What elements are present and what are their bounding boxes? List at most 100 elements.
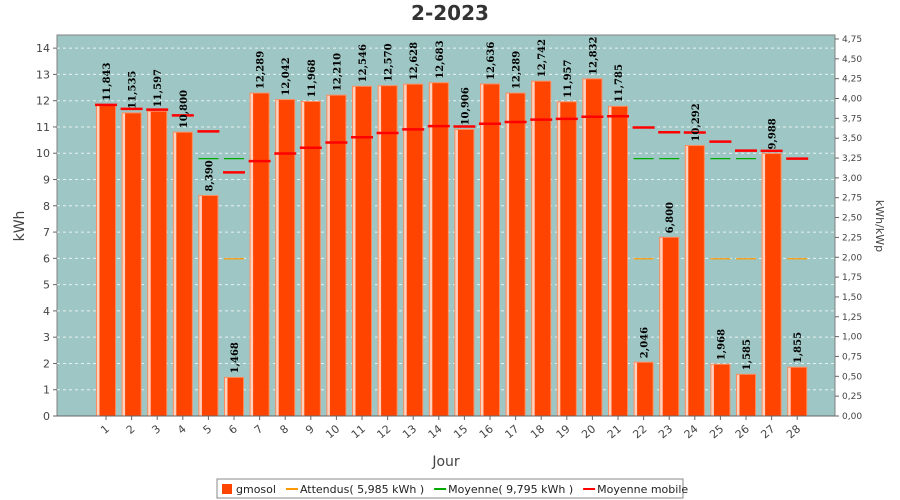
- bar: [96, 104, 116, 416]
- bar: [198, 195, 218, 416]
- y-tick-label: 2: [43, 357, 50, 370]
- x-axis: 1 2 3 4 5 6 7 8 9 10 11 12 13 14 15 16 17 18 19 20 21 22 23 24 2…: [57, 415, 835, 441]
- y2-tick-label: 4,50: [842, 55, 862, 65]
- y2-tick-label: 0,00: [842, 412, 862, 422]
- data-label: 6,800: [665, 202, 676, 233]
- bar-highlight: [198, 195, 202, 416]
- bar: [301, 101, 321, 416]
- x-tick-label: 23: [656, 422, 675, 441]
- legend-swatch: [222, 484, 232, 494]
- x-tick-label: 12: [374, 422, 393, 441]
- y2-tick-label: 3,50: [842, 134, 862, 144]
- data-label: 2,046: [640, 327, 651, 358]
- x-tick-label: 11: [349, 422, 368, 441]
- x-tick-label: 25: [707, 422, 726, 441]
- y-tick-label: 13: [36, 68, 50, 81]
- y-tick-label: 4: [43, 305, 50, 318]
- bar: [787, 367, 807, 416]
- bar: [224, 377, 244, 416]
- y2-tick-label: 3,00: [842, 174, 862, 184]
- x-tick-label: 6: [226, 422, 240, 436]
- y2-tick-label: 4,00: [842, 95, 862, 105]
- x-axis-title: Jour: [431, 454, 460, 470]
- y2-tick-label: 1,75: [842, 273, 862, 283]
- y2-tick-label: 0,50: [842, 372, 862, 382]
- x-tick-label: 3: [149, 422, 163, 436]
- data-label: 8,390: [204, 160, 215, 191]
- bar-highlight: [122, 112, 126, 416]
- bar-highlight: [710, 364, 714, 416]
- x-tick-label: 14: [426, 422, 445, 441]
- y-axis-title: kWh: [12, 211, 28, 242]
- bar-highlight: [608, 106, 612, 417]
- bar-highlight: [659, 237, 663, 416]
- bar-highlight: [224, 377, 228, 416]
- bar-highlight: [557, 101, 561, 416]
- x-tick-label: 10: [323, 422, 342, 441]
- data-label: 10,292: [691, 103, 702, 141]
- bar: [685, 145, 705, 416]
- x-tick-label: 28: [784, 422, 803, 441]
- bar-highlight: [506, 93, 510, 416]
- grid-lines: [57, 47, 835, 391]
- bar-highlight: [685, 145, 689, 416]
- bar: [762, 153, 782, 416]
- bar: [582, 78, 602, 417]
- legend-entry-label: Moyenne mobile: [597, 483, 688, 496]
- x-tick-label: 26: [733, 422, 752, 441]
- bar-highlight: [96, 104, 100, 416]
- bar: [480, 83, 500, 416]
- x-tick-label: 19: [554, 422, 573, 441]
- chart-title: 2-2023: [411, 1, 489, 25]
- data-label: 1,468: [230, 342, 241, 373]
- bar: [429, 82, 449, 417]
- data-label: 12,042: [281, 57, 292, 95]
- y-tick-label: 9: [43, 174, 50, 187]
- data-label: 12,683: [435, 40, 446, 78]
- bar: [275, 99, 295, 417]
- bar-highlight: [480, 83, 484, 416]
- data-label: 12,832: [588, 37, 599, 75]
- y2-tick-label: 1,50: [842, 293, 862, 303]
- data-label: 1,855: [793, 332, 804, 363]
- bar: [710, 364, 730, 416]
- x-tick-label: 18: [528, 422, 547, 441]
- x-tick-label: 9: [303, 422, 317, 436]
- bar-highlight: [454, 129, 458, 416]
- y2-tick-label: 2,50: [842, 214, 862, 224]
- bar: [378, 85, 398, 417]
- x-tick-label: 2: [124, 422, 138, 436]
- bar-highlight: [531, 81, 535, 416]
- y2-tick-label: 2,75: [842, 194, 862, 204]
- bar: [659, 237, 679, 416]
- bar: [736, 374, 756, 416]
- bar-highlight: [634, 362, 638, 416]
- bar-highlight: [147, 111, 151, 417]
- data-label: 11,535: [128, 71, 139, 109]
- data-label: 11,968: [307, 59, 318, 97]
- y2-axis-title: kWh/kWp: [873, 200, 886, 252]
- y-tick-label: 3: [43, 331, 50, 344]
- bar-highlight: [352, 86, 356, 417]
- bar-highlight: [582, 78, 586, 417]
- bar-highlight: [736, 374, 740, 416]
- legend-box: [216, 478, 684, 499]
- data-label: 10,906: [460, 87, 471, 125]
- y2-tick-label: 2,00: [842, 253, 862, 263]
- bar: [506, 93, 526, 416]
- data-label: 10,800: [179, 90, 190, 128]
- bar: [454, 129, 474, 416]
- data-label: 1,968: [716, 329, 727, 360]
- y-tick-label: 11: [36, 121, 50, 134]
- data-label: 11,785: [614, 64, 625, 102]
- y-tick-label: 12: [36, 95, 50, 108]
- bar-highlight: [275, 99, 279, 417]
- x-tick-label: 7: [252, 422, 266, 436]
- bar-highlight: [429, 82, 433, 417]
- y2-tick-label: 1,25: [842, 313, 862, 323]
- moving-average-series: [95, 103, 809, 174]
- bar: [326, 95, 346, 416]
- data-label: 11,957: [563, 60, 574, 98]
- x-tick-label: 22: [630, 422, 649, 441]
- y-tick-label: 14: [36, 42, 50, 55]
